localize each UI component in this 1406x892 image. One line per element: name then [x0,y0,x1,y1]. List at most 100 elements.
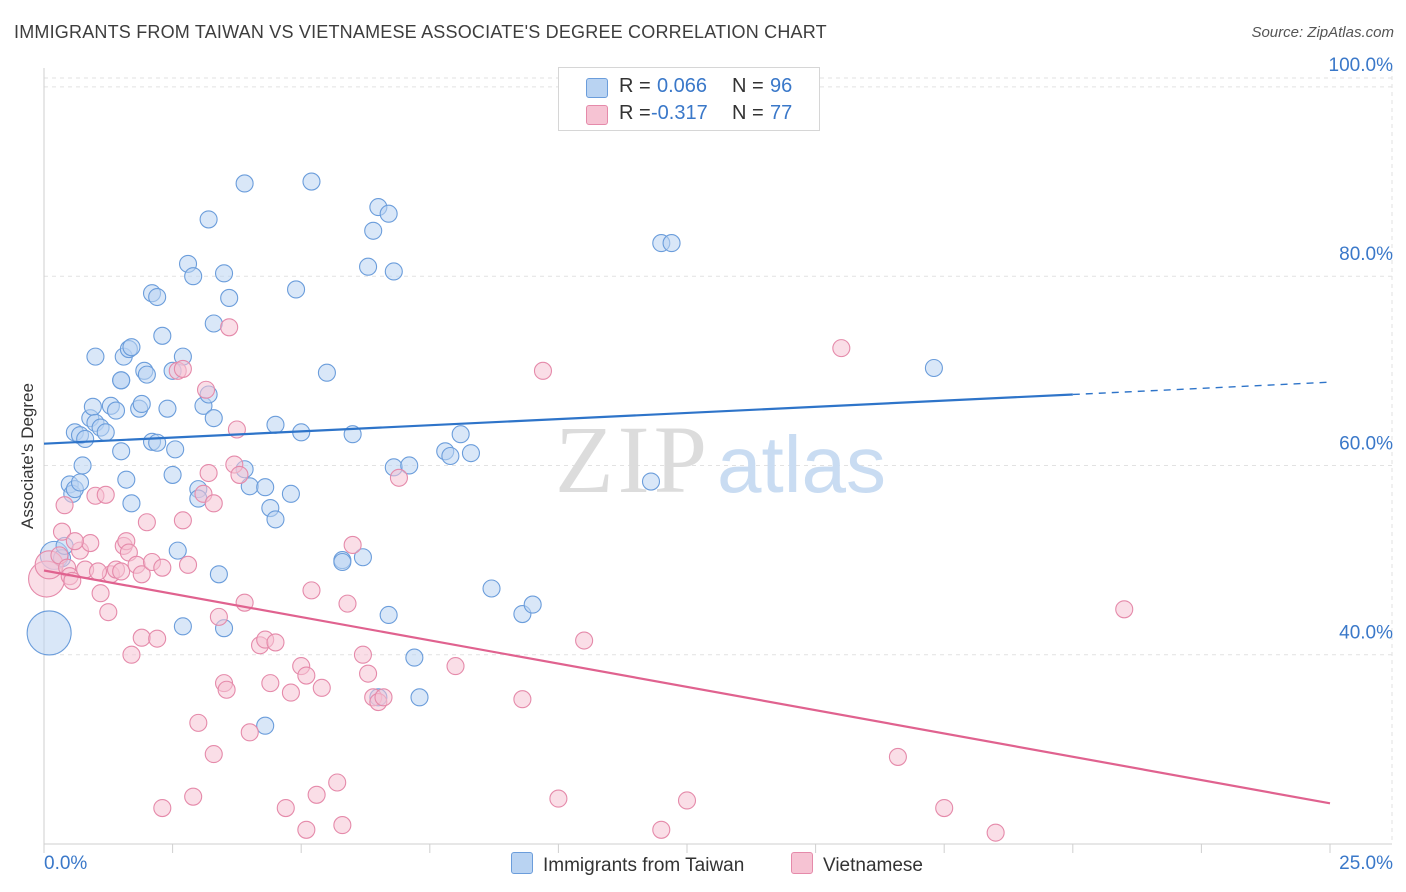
vietnamese-point [652,820,671,839]
series-swatch-pink [791,852,813,874]
vietnamese-point [302,581,321,600]
vietnamese-point [533,361,553,380]
taiwan-point [117,470,136,489]
legend-r-label: R = [619,75,651,97]
vietnamese-point [343,535,362,555]
vietnamese-point [832,339,851,358]
taiwan-point [163,465,182,484]
taiwan-trend-line [43,393,1073,445]
taiwan-point [166,440,185,459]
vietnamese-point [389,468,408,487]
taiwan-point [641,472,661,491]
taiwan-point [451,425,470,444]
taiwan-point [137,365,156,384]
x-tick-label: 0.0% [44,853,87,874]
vietnamese-point [52,522,72,541]
vietnamese-point [281,683,300,702]
vietnamese-point [204,745,223,764]
legend-n-label: N = [732,102,764,124]
taiwan-point [405,648,424,667]
taiwan-point [86,347,105,366]
taiwan-point [220,288,239,308]
y-tick-label: 80.0% [1339,244,1393,265]
taiwan-point [333,552,352,572]
axis-layer [43,68,1392,853]
vietnamese-point [328,773,347,792]
taiwan-point [256,478,275,497]
taiwan-point [168,541,187,560]
chart-title: IMMIGRANTS FROM TAIWAN VS VIETNAMESE ASS… [14,22,827,42]
vietnamese-point [266,633,285,652]
taiwan-point [256,716,275,735]
taiwan-point [400,456,419,475]
legend-n-value: 96 [770,75,793,97]
legend-n-value: 77 [770,102,793,124]
taiwan-point [153,326,172,345]
vietnamese-point [217,680,236,699]
tick-label-layer: 40.0% 60.0% 80.0% 100.0% 0.0% 25.0% [44,55,1393,874]
vietnamese-point [230,465,249,484]
vietnamese-point [1115,600,1134,619]
vietnamese-point [276,798,295,818]
taiwan-point [281,484,300,503]
vietnamese-point [935,798,954,818]
taiwan-point [384,262,403,281]
vietnamese-point [178,555,198,574]
taiwan-point [302,172,321,191]
taiwan-point [523,595,542,614]
taiwan-point [461,444,481,463]
taiwan-point [26,610,72,656]
grid-layer [44,68,1393,844]
source-label: Source: ZipAtlas.com [1251,24,1394,41]
taiwan-point [379,204,398,223]
vietnamese-point [91,584,110,603]
vietnamese-point [132,565,151,584]
series-legend-taiwan: Immigrants from Taiwan [511,852,744,877]
legend-swatch-pink [586,105,608,125]
taiwan-point [353,548,372,567]
taiwan-point [482,579,501,598]
legend-r-label: R = [619,102,651,124]
vietnamese-point [81,534,100,553]
vietnamese-point [173,511,192,530]
legend-swatch-blue [586,78,608,98]
taiwan-point [112,371,131,390]
taiwan-point [122,338,141,357]
taiwan-point [235,174,254,193]
vietnamese-point [122,645,141,664]
points-layer [26,172,1134,842]
taiwan-point [148,433,167,452]
vietnamese-point [196,380,216,399]
vietnamese-point [986,823,1005,842]
taiwan-point [70,473,90,492]
vietnamese-point [65,532,84,551]
watermark: ZIP atlas [555,406,886,513]
vietnamese-point [446,657,465,676]
series-swatch-blue [511,852,533,874]
vietnamese-point [297,666,316,685]
vietnamese-point [312,678,331,697]
taiwan-trend-extension [1072,381,1331,396]
vietnamese-point [112,562,131,581]
taiwan-point [112,442,131,461]
taiwan-point [287,280,306,299]
vietnamese-point [199,463,218,483]
y-tick-label: 100.0% [1329,55,1394,76]
vietnamese-point [677,791,697,810]
vietnamese-point [153,558,172,577]
vietnamese-point [137,513,156,532]
taiwan-point [441,446,460,466]
vietnamese-point [173,359,192,378]
legend-row-taiwan: R = 0.066 N = 96 [559,74,819,101]
legend-row-vietnamese: R = -0.317 N = 77 [559,101,819,128]
taiwan-point [214,264,234,283]
vietnamese-point [184,787,203,806]
trend-layer [43,381,1331,805]
taiwan-point [266,510,285,529]
vietnamese-point [261,674,280,693]
taiwan-point [173,617,192,636]
taiwan-point [924,358,943,378]
legend-r-value: 0.066 [657,75,708,97]
vietnamese-point [353,645,372,664]
